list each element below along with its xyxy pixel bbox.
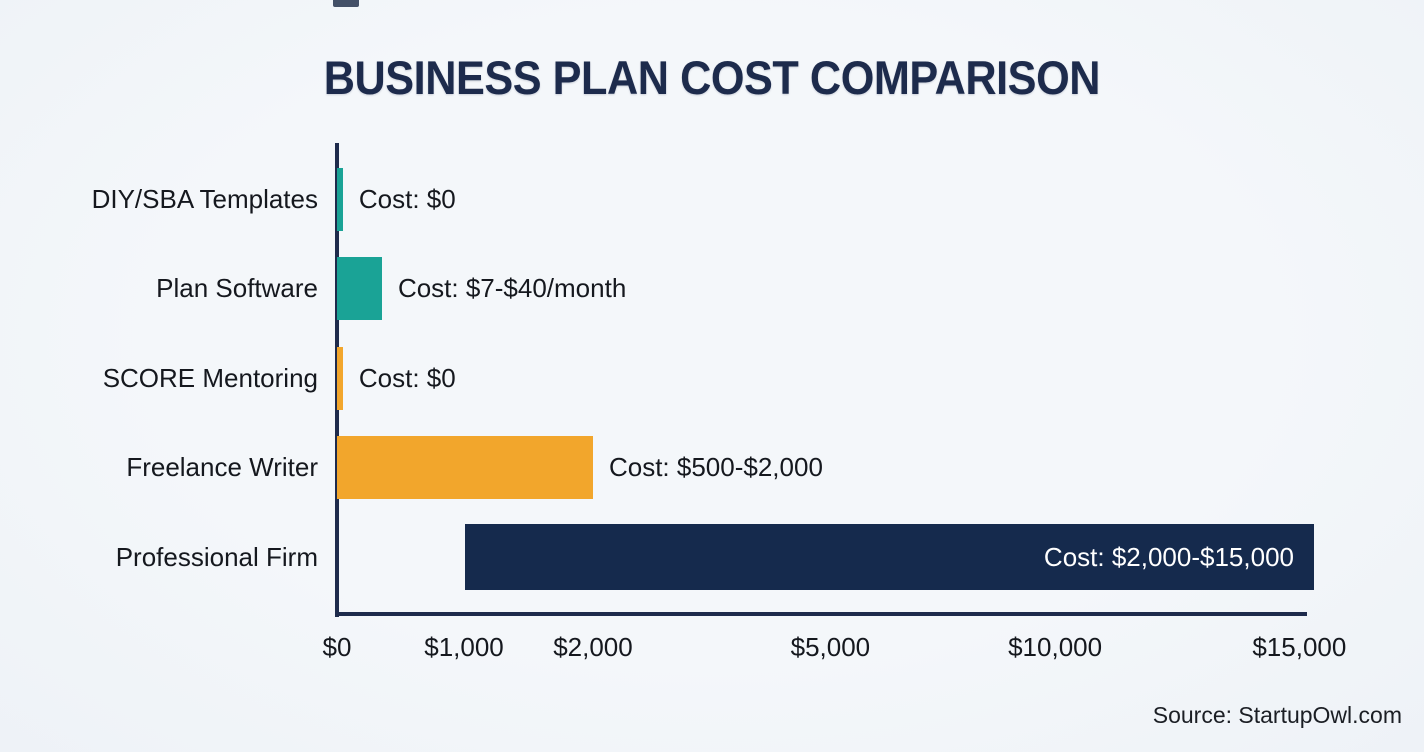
chart-row: Freelance Writer Cost: $500-$2,000	[0, 436, 1424, 499]
x-tick-label: $5,000	[790, 632, 871, 662]
chart-row: Plan Software Cost: $7-$40/month	[0, 257, 1424, 320]
chart-row: SCORE Mentoring Cost: $0	[0, 347, 1424, 410]
value-bar	[464, 524, 1314, 590]
category-label: Freelance Writer	[126, 452, 318, 482]
chart-title-text: BUSINESS PLAN COST COMPARISON	[323, 51, 1101, 104]
x-tick-label: $15,000	[1252, 632, 1347, 662]
category-label: SCORE Mentoring	[102, 363, 318, 393]
cost-label: Cost: $7-$40/month	[397, 273, 627, 303]
cost-label: Cost: $0	[358, 363, 456, 393]
cost-label: Cost: $2,000-$15,000	[1043, 541, 1294, 572]
top-edge-artifact	[333, 0, 359, 7]
value-bar	[337, 347, 343, 410]
value-bar	[337, 257, 382, 320]
x-tick-label: $0	[322, 632, 352, 662]
value-bar	[337, 168, 343, 231]
x-axis-line	[335, 612, 1307, 616]
x-tick-label: $10,000	[1008, 632, 1103, 662]
category-label: DIY/SBA Templates	[91, 184, 318, 214]
chart-row: Professional Firm Cost: $2,000-$15,000	[0, 524, 1424, 590]
source-attribution: Source: StartupOwl.com	[1152, 702, 1402, 728]
x-tick-label: $1,000	[424, 632, 504, 662]
chart-row: DIY/SBA Templates Cost: $0	[0, 168, 1424, 231]
category-label: Professional Firm	[115, 541, 318, 572]
cost-label: Cost: $0	[358, 184, 456, 214]
category-label: Plan Software	[156, 273, 318, 303]
value-bar	[337, 436, 593, 499]
cost-label: Cost: $500-$2,000	[608, 452, 823, 482]
x-tick-label: $2,000	[553, 632, 633, 662]
chart-title: BUSINESS PLAN COST COMPARISON	[0, 50, 1424, 105]
